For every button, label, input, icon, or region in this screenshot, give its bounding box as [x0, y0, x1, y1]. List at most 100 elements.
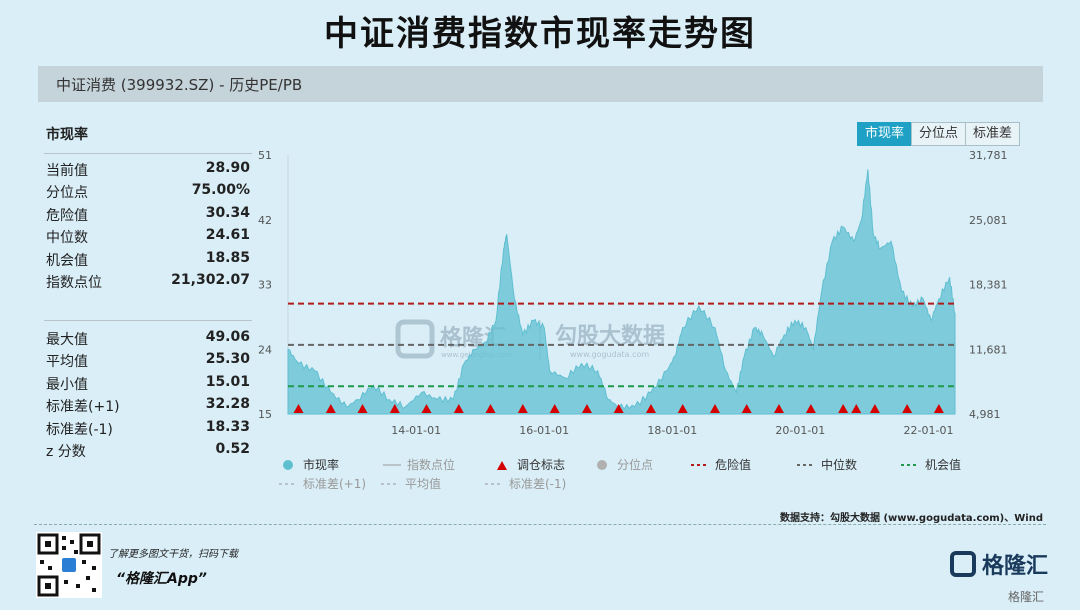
stat-value: 0.52: [215, 441, 250, 457]
stat-row: 最大值 49.06: [46, 329, 250, 351]
stat-row: 平均值 25.30: [46, 351, 250, 373]
watermark-logo-icon: [395, 319, 435, 359]
stat-value: 30.34: [205, 204, 250, 221]
stat-value: 21,302.07: [171, 272, 250, 288]
legend-label: 中位数: [821, 458, 858, 472]
brand-icon: [950, 551, 976, 577]
tab-percentile[interactable]: 分位点: [911, 122, 967, 146]
legend-item[interactable]: 中位数: [795, 456, 857, 473]
tab-stddev[interactable]: 标准差: [965, 122, 1021, 146]
stat-label: 机会值: [46, 252, 88, 269]
rebalance-marker: [677, 404, 688, 413]
data-source: 数据支持：勾股大数据 (www.gogudata.com)、Wind: [780, 513, 1043, 524]
stat-label: 平均值: [46, 354, 88, 371]
stat-value: 18.85: [205, 249, 250, 266]
y-right-tick-label: 11,681: [969, 343, 1008, 356]
legend-item[interactable]: 危险值: [689, 456, 751, 473]
rebalance-marker: [741, 404, 752, 413]
stat-value: 32.28: [205, 396, 250, 413]
brand-text: 格隆汇: [982, 554, 1049, 579]
rebalance-marker: [869, 404, 880, 413]
rebalance-marker: [453, 404, 464, 413]
legend-label: 机会值: [925, 458, 962, 472]
stat-value: 75.00%: [191, 182, 250, 199]
stat-value: 18.33: [205, 418, 250, 435]
y-tick-label: 24: [258, 343, 272, 356]
y-tick-label: 33: [258, 279, 272, 292]
y-tick-label: 51: [258, 149, 272, 162]
legend-item[interactable]: 指数点位: [381, 456, 455, 473]
legend-label: 标准差(+1): [303, 477, 367, 491]
legend-item[interactable]: 标准差(-1): [483, 475, 566, 492]
stat-label: 危险值: [46, 207, 88, 224]
page-title: 中证消费指数市现率走势图: [324, 14, 756, 54]
x-tick-label: 14-01-01: [391, 424, 441, 437]
stat-label: 中位数: [46, 230, 88, 247]
rebalance-marker: [933, 404, 944, 413]
stat-row: 标准差(+1) 32.28: [46, 396, 250, 418]
stat-value: 15.01: [205, 373, 250, 390]
stat-row: 分位点 75.00%: [46, 182, 250, 204]
stat-row: z 分数 0.52: [46, 441, 250, 463]
stat-value: 49.06: [205, 329, 250, 345]
legend-label: 市现率: [303, 458, 340, 472]
stat-row: 中位数 24.61: [46, 227, 250, 249]
legend-symbol: [383, 463, 401, 466]
legend-symbol: [381, 482, 399, 485]
y-tick-label: 15: [258, 408, 272, 421]
qr-code: [36, 532, 102, 598]
stats-divider: [44, 320, 252, 321]
stat-label: z 分数: [46, 444, 86, 460]
stat-label: 最小值: [46, 376, 88, 393]
stat-label: 最大值: [46, 332, 88, 348]
legend-label: 平均值: [405, 477, 442, 491]
y-right-tick-label: 31,781: [969, 149, 1008, 162]
legend-item[interactable]: 市现率: [277, 456, 339, 473]
x-tick-label: 20-01-01: [775, 424, 825, 437]
header-bar: 中证消费 (399932.SZ) - 历史PE/PB: [38, 66, 1043, 102]
stat-label: 分位点: [46, 185, 88, 202]
x-tick-label: 18-01-01: [647, 424, 697, 437]
legend-item[interactable]: 调仓标志: [491, 456, 565, 473]
rebalance-marker: [902, 404, 913, 413]
stat-row: 危险值 30.34: [46, 205, 250, 227]
rebalance-marker: [549, 404, 560, 413]
rebalance-marker: [517, 404, 528, 413]
rebalance-marker: [485, 404, 496, 413]
rebalance-marker: [851, 404, 862, 413]
pcf-chart: 格隆汇www.gelonghui.com勾股大数据www.gogudata.co…: [258, 149, 1008, 437]
stats-title: 市现率: [46, 127, 88, 143]
rebalance-marker: [357, 404, 368, 413]
y-right-tick-label: 4,981: [969, 408, 1001, 421]
tab-pcf[interactable]: 市现率: [857, 122, 913, 146]
legend-item[interactable]: 机会值: [899, 456, 961, 473]
rebalance-marker: [773, 404, 784, 413]
legend-symbol: [497, 460, 507, 470]
y-right-tick-label: 25,081: [969, 214, 1008, 227]
stats-divider: [44, 153, 252, 154]
y-tick-label: 42: [258, 214, 272, 227]
legend-item[interactable]: 标准差(+1): [277, 475, 366, 492]
metric-tabs: 市现率 分位点 标准差: [857, 122, 1021, 146]
stat-label: 指数点位: [46, 275, 102, 291]
footer-app-name: “格隆汇App”: [116, 571, 207, 587]
legend-symbol: [485, 482, 503, 485]
stat-value: 24.61: [205, 227, 250, 244]
stat-row: 指数点位 21,302.07: [46, 272, 250, 294]
rebalance-marker: [421, 404, 432, 413]
y-right-tick-label: 18,381: [969, 279, 1008, 292]
stat-row: 当前值 28.90: [46, 160, 250, 182]
legend-symbol: [901, 463, 919, 466]
legend-symbol: [279, 482, 297, 485]
stat-label: 标准差(-1): [46, 421, 113, 438]
x-tick-label: 22-01-01: [904, 424, 954, 437]
legend-item[interactable]: 分位点: [591, 456, 653, 473]
rebalance-marker: [838, 404, 849, 413]
legend-item[interactable]: 平均值: [379, 475, 441, 492]
legend-symbol: [597, 459, 607, 470]
pcf-area-series: [287, 169, 956, 415]
legend-symbol: [691, 463, 709, 466]
x-tick-label: 16-01-01: [519, 424, 569, 437]
legend-label: 分位点: [617, 458, 654, 472]
legend-symbol: [797, 463, 815, 466]
